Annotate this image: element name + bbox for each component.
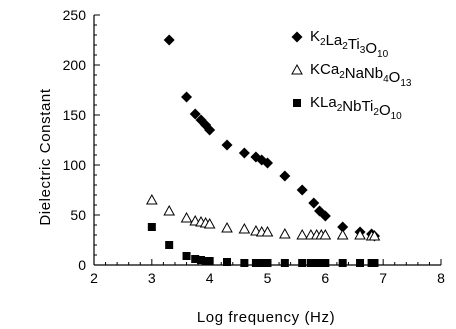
x-tick-label: 3	[148, 270, 156, 286]
square-point	[321, 259, 330, 267]
y-tick-label: 250	[63, 7, 87, 23]
diamond-point	[279, 170, 291, 182]
diamond-point	[319, 210, 331, 222]
square-point	[338, 259, 347, 267]
square-point	[317, 259, 326, 267]
triangle-point	[203, 217, 216, 229]
square-point	[251, 259, 260, 267]
y-tick-label: 0	[78, 257, 86, 273]
square-point	[201, 257, 210, 265]
legend-marker	[291, 31, 303, 43]
legend-label: K2La2Ti3O10	[310, 28, 389, 60]
square-point	[240, 259, 249, 267]
square-point	[191, 255, 200, 263]
square-point	[306, 259, 315, 267]
square-point	[280, 259, 289, 267]
triangle-point	[145, 193, 158, 205]
y-ticks: 0 50 100 150 200 250	[63, 7, 100, 273]
square-point	[257, 259, 266, 267]
triangle-point	[354, 228, 366, 240]
square-point	[370, 259, 379, 267]
y-tick-label: 200	[63, 57, 87, 73]
triangle-point	[368, 229, 381, 241]
square-point	[263, 259, 272, 267]
square-point	[165, 241, 174, 249]
triangle-point	[261, 225, 274, 237]
diamond-point	[238, 147, 250, 159]
y-tick-label: 100	[63, 157, 87, 173]
legend-marker	[291, 63, 303, 75]
triangle-point	[180, 211, 193, 223]
legend-label: KCa2NaNb4O13	[310, 61, 412, 89]
triangle-point	[319, 228, 332, 240]
triangle-point	[238, 222, 251, 234]
diamond-point	[337, 221, 349, 233]
legend-marker	[293, 99, 301, 107]
x-tick-label: 5	[264, 270, 272, 286]
square-point	[182, 252, 191, 260]
diamond-point	[204, 124, 216, 136]
y-tick-label: 50	[70, 207, 86, 223]
diamond-point	[262, 157, 273, 169]
x-axis-title: Log frequency (Hz)	[197, 309, 335, 326]
square-point	[298, 259, 307, 267]
x-tick-label: 4	[206, 270, 214, 286]
triangle-point	[279, 227, 291, 239]
triangle-point	[163, 204, 176, 216]
x-tick-label: 7	[379, 270, 387, 286]
x-tick-label: 8	[437, 270, 445, 286]
square-point	[147, 223, 156, 231]
square-point	[196, 256, 205, 264]
triangle-point	[336, 228, 349, 240]
y-axis-title: Dielectric Constant	[37, 88, 54, 226]
triangle-point	[221, 221, 233, 233]
diamond-point	[181, 91, 193, 103]
square-point	[205, 257, 214, 265]
diamond-point	[296, 184, 308, 196]
diamond-point	[308, 197, 320, 209]
square-point	[223, 258, 232, 266]
legend-label: KLa2NbTi2O10	[310, 94, 402, 122]
triangle-point	[296, 228, 309, 240]
y-tick-label: 150	[63, 107, 87, 123]
x-tick-label: 2	[90, 270, 98, 286]
x-tick-label: 6	[321, 270, 329, 286]
diamond-point	[163, 34, 175, 46]
diamond-point	[221, 139, 233, 151]
data-marks	[145, 34, 381, 267]
square-point	[312, 259, 321, 267]
square-point	[356, 259, 365, 267]
diamond-point	[189, 108, 201, 120]
